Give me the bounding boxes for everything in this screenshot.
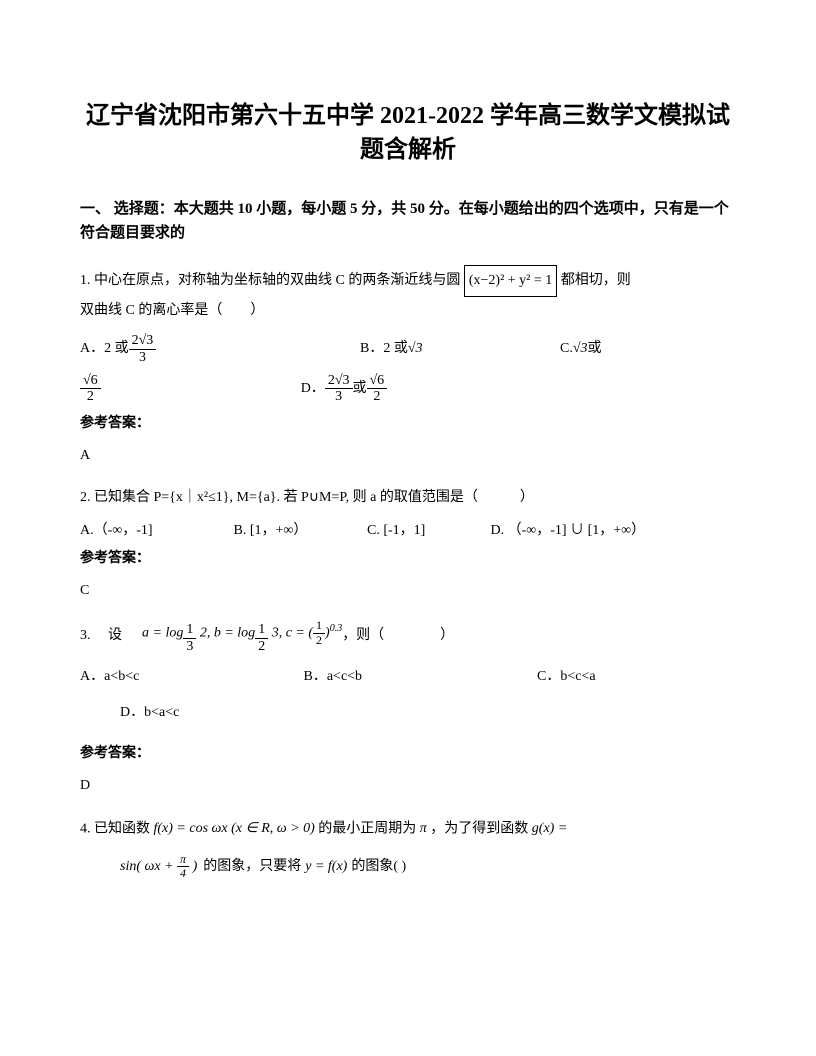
- q1-opt-c-pre: C.: [560, 338, 573, 360]
- q3-answer-label: 参考答案：: [80, 743, 736, 765]
- q1-opt-c-val: √3: [573, 338, 588, 360]
- question-1: 1. 中心在原点，对称轴为坐标轴的双曲线 C 的两条渐近线与圆 (x−2)² +…: [80, 265, 736, 467]
- q1-circle-formula: (x−2)² + y² = 1: [464, 265, 557, 297]
- q3-options-row1: A．a<b<c B．a<c<b C．b<c<a: [80, 666, 736, 688]
- q4-pi: π: [420, 814, 427, 845]
- q1-opt-b-val: √3: [408, 338, 423, 360]
- q3-opt-b: B．a<c<b: [304, 666, 534, 688]
- q1-answer-label: 参考答案：: [80, 413, 736, 435]
- q1-d-frac2: √62: [367, 373, 388, 405]
- q4-mid: 的最小正周期为: [318, 821, 416, 836]
- question-4: 4. 已知函数 f(x) = cos ωx (x ∈ R, ω > 0) 的最小…: [80, 814, 736, 881]
- q1-opt-a-frac: 2√33: [129, 333, 157, 365]
- question-3: 3. 设 a = log13 2, b = log12 3, c = (12)0…: [80, 619, 736, 798]
- q1-line2: 双曲线 C 的离心率是（ ）: [80, 303, 264, 318]
- q3-answer: D: [80, 775, 736, 797]
- q2-answer: C: [80, 580, 736, 602]
- q3-post: ，则（ ）: [342, 622, 454, 650]
- q3-opt-d: D．b<a<c: [120, 702, 179, 724]
- q4-formula3: y = f(x): [305, 853, 347, 881]
- q2-answer-label: 参考答案：: [80, 548, 736, 570]
- q3-opt-a: A．a<b<c: [80, 666, 300, 688]
- section-header: 一、 选择题：本大题共 10 小题，每小题 5 分，共 50 分。在每小题给出的…: [80, 197, 736, 245]
- q1-opt-d-pre: D．: [301, 378, 325, 400]
- q3-formula: a = log13 2, b = log12 3, c = (12)0.3: [142, 619, 342, 654]
- q4-l2-pre: sin( ωx +: [120, 859, 177, 874]
- q4-mid2: ，为了得到函数: [430, 821, 528, 836]
- q3-text: 3. 设 a = log13 2, b = log12 3, c = (12)0…: [80, 619, 736, 654]
- q3-f-a3: 3, c = (: [268, 625, 313, 640]
- q2-opt-d: D. （-∞，-1] ∪ [1，+∞）: [491, 520, 646, 542]
- q1-answer: A: [80, 445, 736, 467]
- q3-opt-c: C．b<c<a: [537, 666, 596, 688]
- q4-l2-mid: 的图象，只要将: [203, 853, 301, 881]
- page-title: 辽宁省沈阳市第六十五中学 2021-2022 学年高三数学文模拟试题含解析: [80, 100, 736, 167]
- q4-formula2: g(x) =: [532, 814, 568, 845]
- q2-opt-c: C. [-1，1]: [367, 520, 487, 542]
- q4-sin: sin( ωx + π4 ): [120, 853, 197, 881]
- q1-c-frac: √62: [80, 373, 101, 405]
- q4-pre: 4. 已知函数: [80, 821, 150, 836]
- q4-l2-post: ): [189, 859, 197, 874]
- q1-options-row2: √62 D． 2√33 或 √62: [80, 373, 736, 405]
- q1-text: 1. 中心在原点，对称轴为坐标轴的双曲线 C 的两条渐近线与圆 (x−2)² +…: [80, 265, 736, 325]
- q2-options: A.（-∞，-1] B. [1，+∞） C. [-1，1] D. （-∞，-1]…: [80, 520, 736, 542]
- q4-text-line1: 4. 已知函数 f(x) = cos ωx (x ∈ R, ω > 0) 的最小…: [80, 814, 736, 845]
- q1-opt-c-post: 或: [588, 338, 602, 360]
- q1-pre: 1. 中心在原点，对称轴为坐标轴的双曲线 C 的两条渐近线与圆: [80, 273, 460, 288]
- q1-opt-b: B．2 或 √3: [360, 338, 560, 360]
- q1-opt-d-mid: 或: [353, 378, 367, 400]
- q3-exp: 0.3: [330, 623, 343, 634]
- q4-text-line2: sin( ωx + π4 ) 的图象，只要将 y = f(x) 的图象( ): [120, 853, 736, 881]
- q3-f-a: a = log: [142, 625, 183, 640]
- q3-pre: 3. 设: [80, 622, 122, 650]
- q3-f-a2: 2, b = log: [196, 625, 255, 640]
- q1-opt-a: A．2 或 2√33: [80, 333, 360, 365]
- q1-options-row1: A．2 或 2√33 B．2 或 √3 C. √3 或: [80, 333, 736, 365]
- q2-opt-b: B. [1，+∞）: [234, 520, 364, 542]
- q4-l2-end: 的图象( ): [351, 853, 406, 881]
- q4-formula1: f(x) = cos ωx (x ∈ R, ω > 0): [154, 814, 315, 845]
- q2-text: 2. 已知集合 P={x｜x²≤1}, M={a}. 若 P∪M=P, 则 a …: [80, 484, 736, 512]
- q1-opt-a-pre: A．2 或: [80, 338, 129, 360]
- q1-opt-c: C. √3 或: [560, 338, 720, 360]
- q2-opt-a: A.（-∞，-1]: [80, 520, 230, 542]
- q1-d-frac1: 2√33: [325, 373, 353, 405]
- q1-post: 都相切，则: [561, 273, 631, 288]
- q1-opt-b-pre: B．2 或: [360, 338, 408, 360]
- question-2: 2. 已知集合 P={x｜x²≤1}, M={a}. 若 P∪M=P, 则 a …: [80, 484, 736, 603]
